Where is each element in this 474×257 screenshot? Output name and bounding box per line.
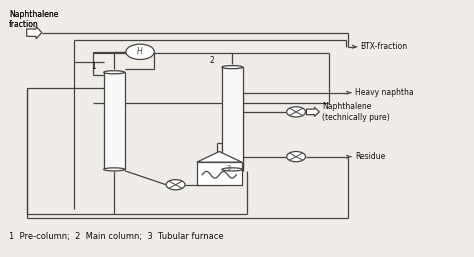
Polygon shape (197, 152, 242, 162)
Circle shape (287, 107, 306, 117)
Polygon shape (27, 26, 42, 39)
Bar (104, 72, 125, 169)
Ellipse shape (222, 168, 243, 171)
Ellipse shape (222, 66, 243, 69)
Text: 1: 1 (91, 62, 96, 71)
Polygon shape (307, 107, 319, 116)
Ellipse shape (104, 168, 125, 171)
Text: H: H (137, 47, 143, 56)
Text: Naphthalene
fraction: Naphthalene fraction (9, 10, 59, 29)
Text: Naphthalene
fraction: Naphthalene fraction (9, 10, 59, 29)
Bar (222, 67, 243, 169)
Text: Heavy naphtha: Heavy naphtha (355, 88, 414, 97)
Circle shape (166, 180, 185, 190)
Ellipse shape (104, 71, 125, 74)
Text: 2: 2 (210, 56, 214, 65)
Text: 1  Pre-column;  2  Main column;  3  Tubular furnace: 1 Pre-column; 2 Main column; 3 Tubular f… (9, 232, 224, 241)
Text: 3: 3 (227, 165, 231, 171)
Text: BTX-fraction: BTX-fraction (360, 42, 408, 51)
Bar (197, 162, 242, 185)
Circle shape (126, 44, 155, 59)
Text: Residue: Residue (355, 152, 385, 161)
Text: Naphthalene
(technically pure): Naphthalene (technically pure) (322, 102, 390, 122)
Circle shape (287, 152, 306, 162)
